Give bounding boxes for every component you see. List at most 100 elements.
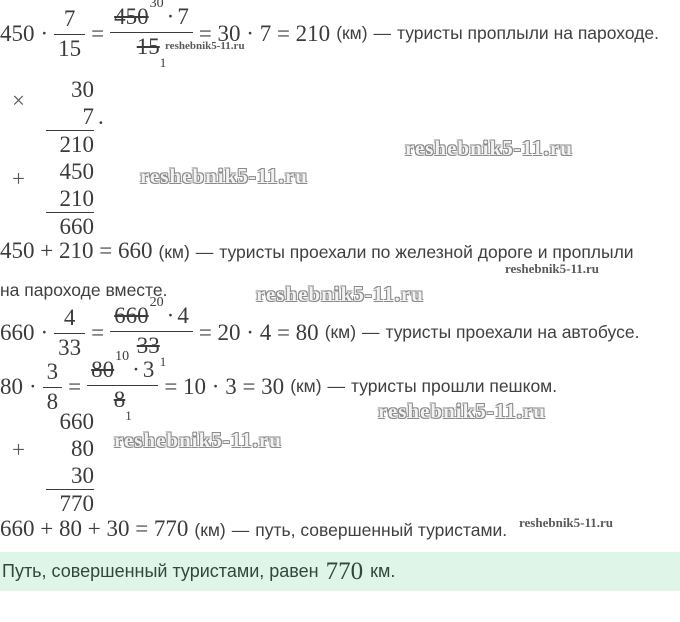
fraction: 7 15 (54, 5, 86, 62)
fraction-denominator: 33 (54, 332, 86, 361)
cancelled-fraction: 45030· 7 151 (110, 0, 193, 70)
step3-equation: 660 · 4 33 = 66020· 4 331 = 20 · 4 = 80 (… (0, 295, 640, 369)
dash: — (327, 376, 346, 397)
times-dot: · (132, 357, 140, 382)
reduction-subscript: 1 (159, 353, 167, 369)
work-row-sum: 770 (46, 489, 94, 517)
watermark: reshebnik5-11.ru (256, 282, 424, 306)
answer-unit: км. (370, 561, 396, 581)
equals-sign: = (91, 319, 105, 345)
period: . (98, 104, 104, 129)
fraction-numerator: 4 (63, 304, 76, 330)
sum-expression: 660 + 80 + 30 = 770 (0, 516, 189, 541)
unit-label: (км) (336, 23, 368, 44)
fraction-numerator: 3 (46, 358, 59, 384)
step1-equation: 450 · 7 15 = 45030· 7 151 = 30 · 7 = 210 … (0, 0, 660, 70)
cancelled-number: 8 (113, 387, 126, 412)
dash: — (362, 322, 380, 343)
factor: 450 (0, 20, 35, 46)
work-row: 30 (71, 463, 94, 488)
work-row: 210 (59, 186, 95, 211)
factor: 80 (0, 373, 23, 399)
fraction-denominator: 15 (54, 33, 86, 62)
addition-work-column: + 660 80 30 770 (10, 408, 94, 517)
cancelled-number: 660 (114, 303, 149, 328)
factor: 660 (0, 319, 35, 345)
unit-label: (км) (194, 520, 226, 540)
cancelled-number: 33 (136, 333, 160, 358)
times-dot: · (40, 20, 49, 46)
dash: — (195, 242, 214, 262)
answer-value: 770 (325, 557, 364, 585)
dash: — (231, 520, 250, 540)
watermark: reshebnik5-11.ru (140, 164, 308, 188)
fraction: 3 8 (42, 358, 63, 415)
cancelled-number: 15 (136, 34, 160, 59)
multiply-operator: × (12, 88, 25, 113)
work-row: 80 (71, 436, 94, 461)
work-row: 660 (59, 409, 95, 434)
multiplier: 3 (142, 357, 155, 382)
unit-label: (км) (324, 322, 357, 343)
unit-label: (км) (290, 376, 322, 397)
times-dot: · (166, 4, 175, 29)
cancelled-fraction: 8010· 3 81 (87, 349, 159, 423)
step-caption: путь, совершенный туристами. (255, 520, 508, 540)
multiplier: 7 (177, 4, 189, 29)
fraction: 4 33 (54, 304, 86, 361)
reduction-superscript: 30 (149, 0, 164, 12)
times-dot: · (29, 373, 37, 399)
plus-operator: + (12, 166, 25, 191)
answer-bar: Путь, совершенный туристами, равен 770 к… (0, 552, 680, 591)
step-caption: туристы прошли пешком. (351, 376, 558, 397)
number-column: 30 7 210 450 210 660 (46, 76, 94, 240)
watermark: reshebnik5-11.ru (519, 515, 614, 530)
work-row: 30 (71, 77, 94, 102)
fraction-denominator: 8 (42, 386, 63, 415)
multiplication-work-column: × + . 30 7 210 450 210 660 (10, 76, 104, 240)
fraction-denominator: 151 (110, 32, 193, 70)
step2-line-continued: на пароходе вместе. (0, 280, 167, 301)
times-dot: · (40, 319, 49, 345)
answer-text: Путь, совершенный туристами, равен (2, 561, 319, 581)
result-expression: = 10 · 3 = 30 (164, 373, 285, 399)
watermark: reshebnik5-11.ru (505, 261, 600, 276)
fraction-denominator: 331 (110, 331, 193, 369)
work-row: 7 (82, 104, 95, 129)
reduction-superscript: 10 (115, 349, 130, 365)
reduction-subscript: 1 (159, 54, 167, 70)
step-caption: туристы проплыли на пароходе. (397, 23, 660, 44)
cancelled-number: 450 (114, 4, 149, 29)
watermark: reshebnik5-11.ru (114, 428, 282, 452)
equals-sign: = (68, 373, 82, 399)
step-caption: туристы проехали на автобусе. (385, 322, 640, 343)
cancelled-number: 80 (91, 357, 115, 382)
times-dot: · (166, 303, 175, 328)
step-caption: туристы проехали по железной дороге и пр… (219, 242, 634, 262)
dash: — (373, 23, 392, 44)
fraction-numerator: 66020· 4 (110, 295, 193, 331)
watermark: reshebnik5-11.ru (165, 40, 245, 52)
reduction-superscript: 20 (149, 295, 164, 311)
watermark: reshebnik5-11.ru (378, 399, 546, 423)
equals-sign: = (91, 20, 105, 46)
result-expression: = 30 · 7 = 210 (198, 20, 331, 46)
fraction-numerator: 7 (63, 5, 76, 31)
work-row: 450 (59, 159, 95, 184)
fraction-denominator: 81 (87, 385, 159, 423)
result-expression: = 20 · 4 = 80 (198, 319, 319, 345)
work-row-sum: 660 (46, 212, 94, 240)
plus-operator: + (12, 437, 25, 462)
step4-equation: 80 · 3 8 = 8010· 3 81 = 10 · 3 = 30 (км) … (0, 349, 558, 423)
fraction-numerator: 8010· 3 (87, 349, 158, 385)
number-column: 660 80 30 770 (46, 408, 94, 517)
step-caption: на пароходе вместе. (0, 280, 168, 300)
multiplier: 4 (177, 303, 189, 328)
work-row-product: 210 (46, 130, 94, 158)
step5-line: 660 + 80 + 30 = 770 (км) — путь, соверше… (0, 516, 507, 542)
unit-label: (км) (158, 242, 190, 262)
fraction-numerator: 45030· 7 (110, 0, 193, 32)
step2-line: 450 + 210 = 660 (км) — туристы проехали … (0, 238, 634, 264)
cancelled-fraction: 66020· 4 331 (110, 295, 193, 369)
watermark: reshebnik5-11.ru (405, 136, 573, 160)
